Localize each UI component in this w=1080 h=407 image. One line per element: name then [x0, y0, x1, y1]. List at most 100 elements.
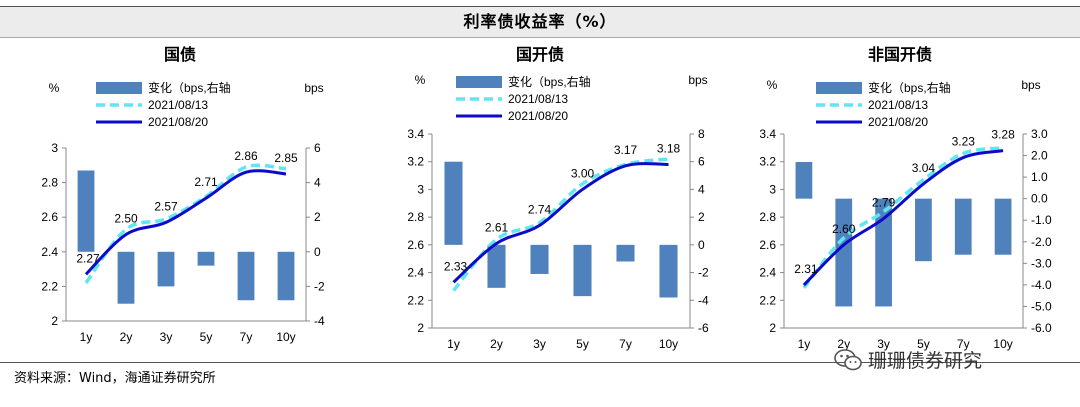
bar-change	[237, 251, 255, 301]
right-tick-label: 8	[698, 127, 705, 141]
chart-panel-guozhai: 国债% bps 变化（bps,右轴 2021/08/13 2021/08/20 2 2.2 2…	[0, 38, 360, 360]
bar-change	[875, 198, 892, 307]
left-tick-label: 2.8	[41, 176, 58, 190]
left-tick-label: 2.4	[41, 245, 58, 259]
bar-change	[197, 251, 215, 266]
right-tick-label: 2.0	[1031, 149, 1048, 163]
right-tick-label: 4	[698, 182, 705, 196]
right-axis-unit: bps	[1021, 78, 1040, 92]
line-series-0813	[452, 157, 669, 292]
data-label: 2.71	[194, 175, 218, 189]
left-tick-label: 2.6	[759, 238, 776, 252]
data-label: 2.31	[794, 262, 818, 276]
line-series-0820	[84, 169, 287, 276]
right-axis-unit: bps	[688, 73, 707, 87]
x-tick-label: 2y	[120, 330, 133, 344]
bar-change	[795, 162, 813, 199]
legend-swatch-bar	[816, 82, 862, 94]
data-label: 2.85	[274, 151, 298, 165]
left-tick-label: 3	[51, 141, 58, 155]
x-tick-label: 5y	[200, 330, 213, 344]
left-axis-unit: %	[49, 81, 60, 95]
chart-panel-guokaizhai: 国开债% bps 变化（bps,右轴 2021/08/13 2021/08/20 2 2.2…	[360, 38, 720, 360]
left-tick-label: 3.2	[407, 155, 424, 169]
x-tick-label: 2y	[837, 337, 850, 351]
legend-swatch-bar	[456, 76, 502, 88]
x-tick-label: 10y	[276, 330, 295, 344]
right-tick-label: 2	[314, 210, 321, 224]
left-tick-label: 2.2	[759, 293, 776, 307]
chart-svg: 国开债% bps 变化（bps,右轴 2021/08/13 2021/08/20 2 2.2…	[407, 45, 709, 351]
data-label: 2.86	[234, 149, 258, 163]
right-tick-label: -1.0	[1031, 213, 1052, 227]
bar-change	[616, 244, 635, 262]
right-tick-label: 0	[698, 238, 705, 252]
right-tick-label: 6	[314, 141, 321, 155]
legend-label-0813: 2021/08/13	[148, 98, 208, 112]
right-tick-label: -2.0	[1031, 235, 1052, 249]
left-tick-label: 2.8	[407, 210, 424, 224]
legend-label-0813: 2021/08/13	[508, 92, 568, 106]
left-axis-unit: %	[415, 73, 426, 87]
wechat-icon	[834, 348, 862, 370]
title-rule	[0, 37, 1080, 38]
x-tick-label: 3y	[533, 337, 546, 351]
bar-change	[77, 170, 95, 252]
data-label: 2.79	[872, 196, 896, 210]
source-note: 资料来源：Wind，海通证券研究所	[14, 371, 216, 386]
left-tick-label: 3.4	[759, 127, 776, 141]
left-tick-label: 3.2	[759, 155, 776, 169]
bar-change	[157, 251, 175, 287]
data-label: 2.33	[444, 259, 468, 273]
footer-rule	[0, 362, 1080, 363]
bar-change	[444, 161, 463, 245]
main-title: 利率债收益率（%）	[0, 7, 1080, 37]
watermark-text: 珊珊债券研究	[868, 350, 983, 372]
right-tick-label: -6	[698, 321, 709, 335]
data-label: 3.18	[657, 141, 681, 155]
left-tick-label: 3.4	[407, 127, 424, 141]
x-tick-label: 7y	[957, 337, 970, 351]
bar-change	[573, 244, 592, 297]
right-tick-label: -5.0	[1031, 299, 1052, 313]
x-tick-label: 3y	[160, 330, 173, 344]
data-label: 2.60	[832, 222, 856, 236]
legend-label-0820: 2021/08/20	[508, 109, 568, 123]
x-tick-label: 1y	[80, 330, 93, 344]
legend-label-change: 变化（bps,右轴	[148, 80, 231, 95]
right-tick-label: -6.0	[1031, 321, 1052, 335]
data-label: 2.61	[485, 220, 509, 234]
legend-label-0813: 2021/08/13	[868, 98, 928, 112]
right-tick-label: -2	[698, 266, 709, 280]
chart-panel-feiguokaizhai: 非国开债% bps 变化（bps,右轴 2021/08/13 2021/08/20 2 2.…	[720, 38, 1080, 360]
x-tick-label: 1y	[798, 337, 811, 351]
chart-title: 国开债	[516, 45, 564, 64]
left-tick-label: 2.2	[41, 279, 58, 293]
left-tick-label: 2.6	[41, 210, 58, 224]
watermark: 珊珊债券研究	[834, 346, 982, 373]
bar-change	[659, 244, 678, 298]
bar-change	[915, 198, 932, 262]
top-rule	[0, 6, 1080, 7]
data-label: 2.74	[528, 202, 552, 216]
left-tick-label: 3	[769, 182, 776, 196]
right-tick-label: 0	[314, 245, 321, 259]
right-tick-label: 2	[698, 210, 705, 224]
right-tick-label: 1.0	[1031, 170, 1048, 184]
chart-svg: 国债% bps 变化（bps,右轴 2021/08/13 2021/08/20 2 2.2 2…	[41, 45, 325, 344]
left-tick-label: 2	[51, 314, 58, 328]
bar-change	[994, 198, 1012, 255]
chart-title: 国债	[164, 45, 196, 64]
bar-change	[954, 198, 972, 255]
left-tick-label: 2.6	[407, 238, 424, 252]
x-tick-label: 2y	[490, 337, 503, 351]
legend-label-change: 变化（bps,右轴	[508, 74, 591, 89]
right-tick-label: 6	[698, 155, 705, 169]
right-axis-unit: bps	[304, 81, 323, 95]
x-tick-label: 7y	[619, 337, 632, 351]
data-label: 2.27	[76, 251, 100, 265]
x-tick-label: 3y	[877, 337, 890, 351]
x-tick-label: 10y	[659, 337, 678, 351]
left-tick-label: 2.2	[407, 293, 424, 307]
right-tick-label: -3.0	[1031, 256, 1052, 270]
